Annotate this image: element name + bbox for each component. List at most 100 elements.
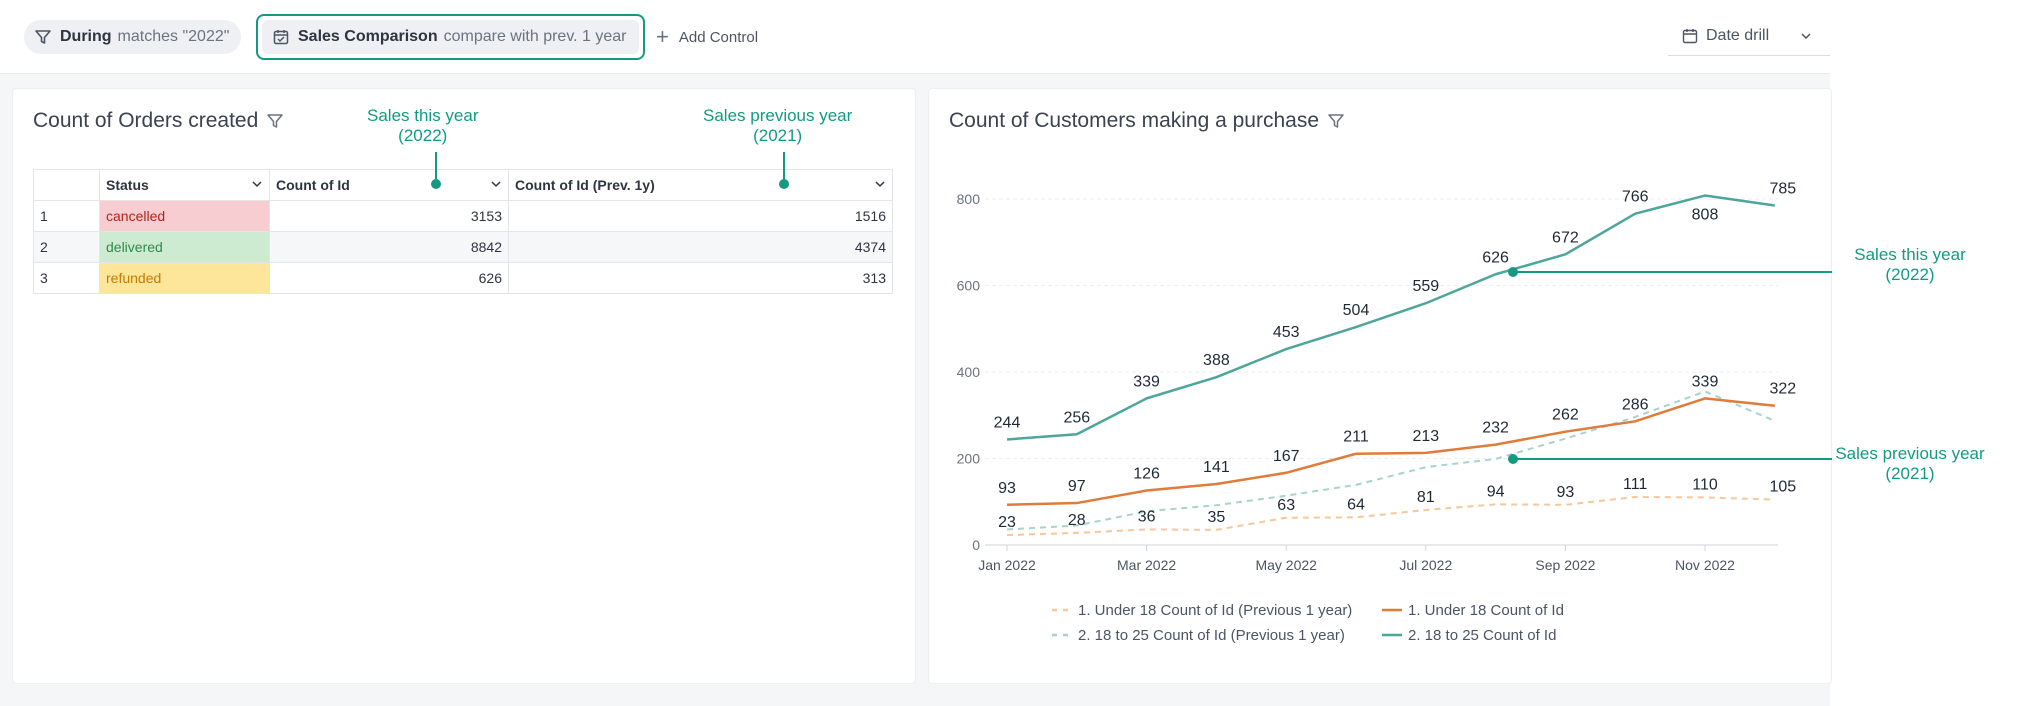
- x-tick-label: Jan 2022: [978, 557, 1036, 573]
- customers-card-title-text: Count of Customers making a purchase: [949, 109, 1320, 132]
- data-label: 167: [1273, 448, 1300, 465]
- filter-chip-value: matches "2022": [117, 28, 230, 45]
- x-tick-label: Sep 2022: [1535, 557, 1595, 573]
- date-drill-label: Date drill: [1706, 26, 1770, 44]
- compare-chip-title: Sales Comparison: [298, 28, 438, 45]
- table-row: 3 refunded 626 313: [33, 262, 893, 294]
- header-count-of-id-prev[interactable]: Count of Id (Prev. 1y): [508, 169, 893, 201]
- add-control-button[interactable]: + Add Control: [656, 26, 758, 48]
- data-label: 28: [1068, 512, 1086, 529]
- legend-label: 2. 18 to 25 Count of Id: [1408, 627, 1556, 644]
- data-label: 110: [1692, 476, 1718, 493]
- callout-line1: Sales previous year: [1835, 444, 1985, 463]
- row-index: 3: [33, 262, 100, 294]
- data-label: 766: [1622, 189, 1649, 206]
- count-cell: 8842: [269, 231, 509, 263]
- series-line: [1006, 397, 1775, 507]
- chevron-down-icon[interactable]: [251, 177, 263, 193]
- prev-count-cell: 313: [508, 262, 893, 294]
- data-label: 232: [1482, 420, 1509, 437]
- filter-icon[interactable]: [266, 112, 284, 130]
- orders-card-title: Count of Orders created: [33, 109, 284, 133]
- filter-toolbar: During matches "2022" Sales Comparison c…: [0, 0, 1830, 74]
- callout-line2: (2021): [753, 126, 803, 145]
- callout-line2: (2022): [398, 126, 448, 145]
- data-label: 672: [1552, 229, 1579, 246]
- data-label: 244: [994, 414, 1021, 431]
- y-tick-label: 400: [957, 364, 981, 380]
- row-index: 1: [33, 200, 100, 232]
- x-tick-label: Mar 2022: [1117, 557, 1176, 573]
- chart-callout-prev-year: Sales previous year (2021): [1832, 444, 1988, 484]
- row-index: 2: [33, 231, 100, 263]
- prev-count-cell: 1516: [508, 200, 893, 232]
- data-label: 559: [1412, 278, 1439, 295]
- filter-icon[interactable]: [1327, 112, 1345, 130]
- y-tick-label: 800: [957, 191, 981, 207]
- table-row: 2 delivered 8842 4374: [33, 231, 893, 263]
- filter-icon: [34, 28, 52, 46]
- legend-label: 2. 18 to 25 Count of Id (Previous 1 year…: [1078, 627, 1345, 644]
- legend-label: 1. Under 18 Count of Id (Previous 1 year…: [1078, 602, 1352, 619]
- date-filter-chip[interactable]: During matches "2022": [24, 20, 242, 54]
- data-label: 322: [1769, 381, 1796, 398]
- data-label: 63: [1277, 497, 1295, 514]
- data-label: 388: [1203, 352, 1230, 369]
- x-tick-label: Nov 2022: [1675, 557, 1735, 573]
- orders-table: Status Count of Id Count of Id (Prev. 1y…: [33, 169, 893, 294]
- callout-line1: Sales previous year: [703, 106, 853, 125]
- orders-table-card: Count of Orders created Sales this year …: [12, 88, 916, 684]
- date-drill-select[interactable]: Date drill: [1668, 16, 1830, 56]
- data-label: 105: [1769, 479, 1796, 496]
- header-status[interactable]: Status: [99, 169, 270, 201]
- header-count-label: Count of Id: [276, 177, 350, 193]
- data-label: 141: [1203, 459, 1230, 476]
- data-label: 97: [1068, 478, 1086, 495]
- customers-chart-card: Count of Customers making a purchase: [928, 88, 1832, 684]
- customers-line-chart: 0 200 400 600 800 Jan 2022 Mar 2022 May 2022 Jul…: [957, 180, 1797, 644]
- chart-callouts: [1508, 267, 1832, 464]
- data-label: 126: [1133, 466, 1160, 483]
- callout-line1: Sales this year: [1854, 245, 1966, 264]
- customers-card-title: Count of Customers making a purchase: [949, 109, 1345, 133]
- data-label: 213: [1412, 428, 1439, 445]
- data-label: 111: [1623, 476, 1647, 493]
- data-label: 504: [1343, 302, 1370, 319]
- data-label: 256: [1063, 409, 1090, 426]
- header-status-label: Status: [106, 177, 149, 193]
- calendar-icon: [1682, 28, 1698, 44]
- y-tick-label: 200: [957, 451, 981, 467]
- plus-icon: +: [656, 24, 669, 49]
- data-label: 35: [1208, 509, 1226, 526]
- series-line: [1006, 495, 1775, 537]
- y-tick-label: 0: [972, 537, 980, 553]
- x-tick-label: Jul 2022: [1399, 557, 1452, 573]
- data-label: 36: [1138, 508, 1156, 525]
- header-index: [33, 169, 100, 201]
- compare-chip[interactable]: Sales Comparison compare with prev. 1 ye…: [262, 20, 639, 54]
- data-label: 23: [998, 514, 1016, 531]
- callout-sales-prev-year: Sales previous year (2021): [703, 106, 852, 146]
- callout-sales-this-year: Sales this year (2022): [367, 106, 479, 146]
- status-cell: delivered: [99, 231, 270, 263]
- chevron-down-icon[interactable]: [874, 177, 886, 193]
- data-label: 339: [1133, 373, 1160, 390]
- calendar-compare-icon: [272, 28, 290, 46]
- data-label: 286: [1622, 396, 1649, 413]
- compare-chip-text: compare with prev. 1 year: [443, 28, 627, 45]
- data-label: 93: [998, 480, 1016, 497]
- data-label: 81: [1417, 489, 1435, 506]
- chart-callout-this-year: Sales this year (2022): [1848, 245, 1972, 285]
- callout-dot-prev-year: [1508, 454, 1518, 464]
- compare-control[interactable]: Sales Comparison compare with prev. 1 ye…: [256, 14, 645, 60]
- app: During matches "2022" Sales Comparison c…: [0, 0, 1832, 684]
- x-tick-label: May 2022: [1255, 557, 1317, 573]
- chevron-down-icon[interactable]: [490, 177, 502, 193]
- data-label: 211: [1343, 429, 1369, 446]
- orders-card-title-text: Count of Orders created: [33, 109, 259, 132]
- callout-dot-prev-year: [779, 179, 789, 189]
- table-header-row: Status Count of Id Count of Id (Prev. 1y…: [33, 169, 893, 201]
- data-label: 785: [1769, 180, 1796, 197]
- data-label: 93: [1557, 484, 1575, 501]
